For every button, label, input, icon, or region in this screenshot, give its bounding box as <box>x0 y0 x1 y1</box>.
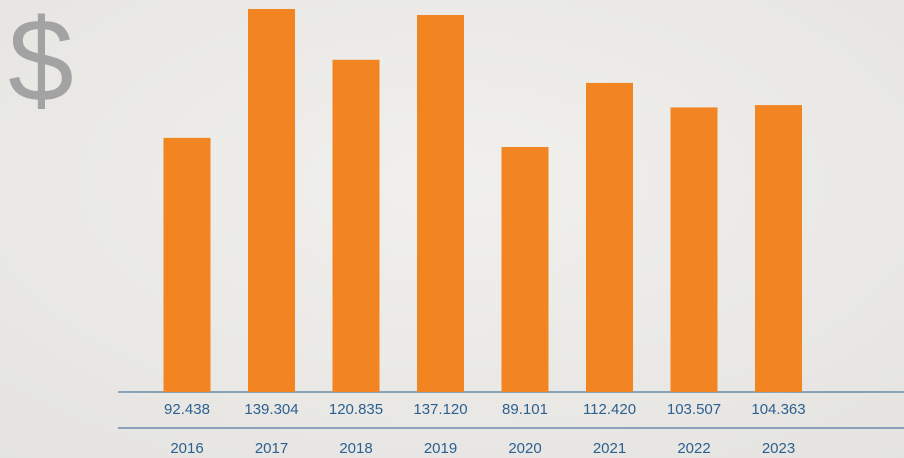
value-label: 89.101 <box>502 401 548 418</box>
currency-symbol: $ <box>8 0 74 127</box>
x-tick-label: 2017 <box>255 440 288 457</box>
x-tick-label: 2019 <box>424 440 457 457</box>
bar <box>417 15 464 393</box>
bar <box>755 105 802 393</box>
bar <box>163 137 211 392</box>
value-label: 104.363 <box>751 401 805 418</box>
value-label: 139.304 <box>244 401 298 418</box>
value-label: 112.420 <box>583 401 636 418</box>
bar <box>586 82 633 393</box>
x-tick-label: 2020 <box>508 440 541 457</box>
value-label: 92.438 <box>164 401 210 418</box>
x-tick-label: 2018 <box>339 440 372 457</box>
value-label: 120.835 <box>329 401 383 418</box>
value-label: 137.120 <box>413 401 467 418</box>
x-tick-label: 2022 <box>677 440 710 457</box>
x-tick-label: 2021 <box>593 440 626 457</box>
x-tick-label: 2023 <box>762 440 795 457</box>
bar <box>501 147 549 392</box>
bar <box>670 107 718 392</box>
bar <box>332 59 380 392</box>
bar <box>248 9 295 392</box>
value-label: 103.507 <box>667 401 721 418</box>
x-tick-label: 2016 <box>170 440 203 457</box>
